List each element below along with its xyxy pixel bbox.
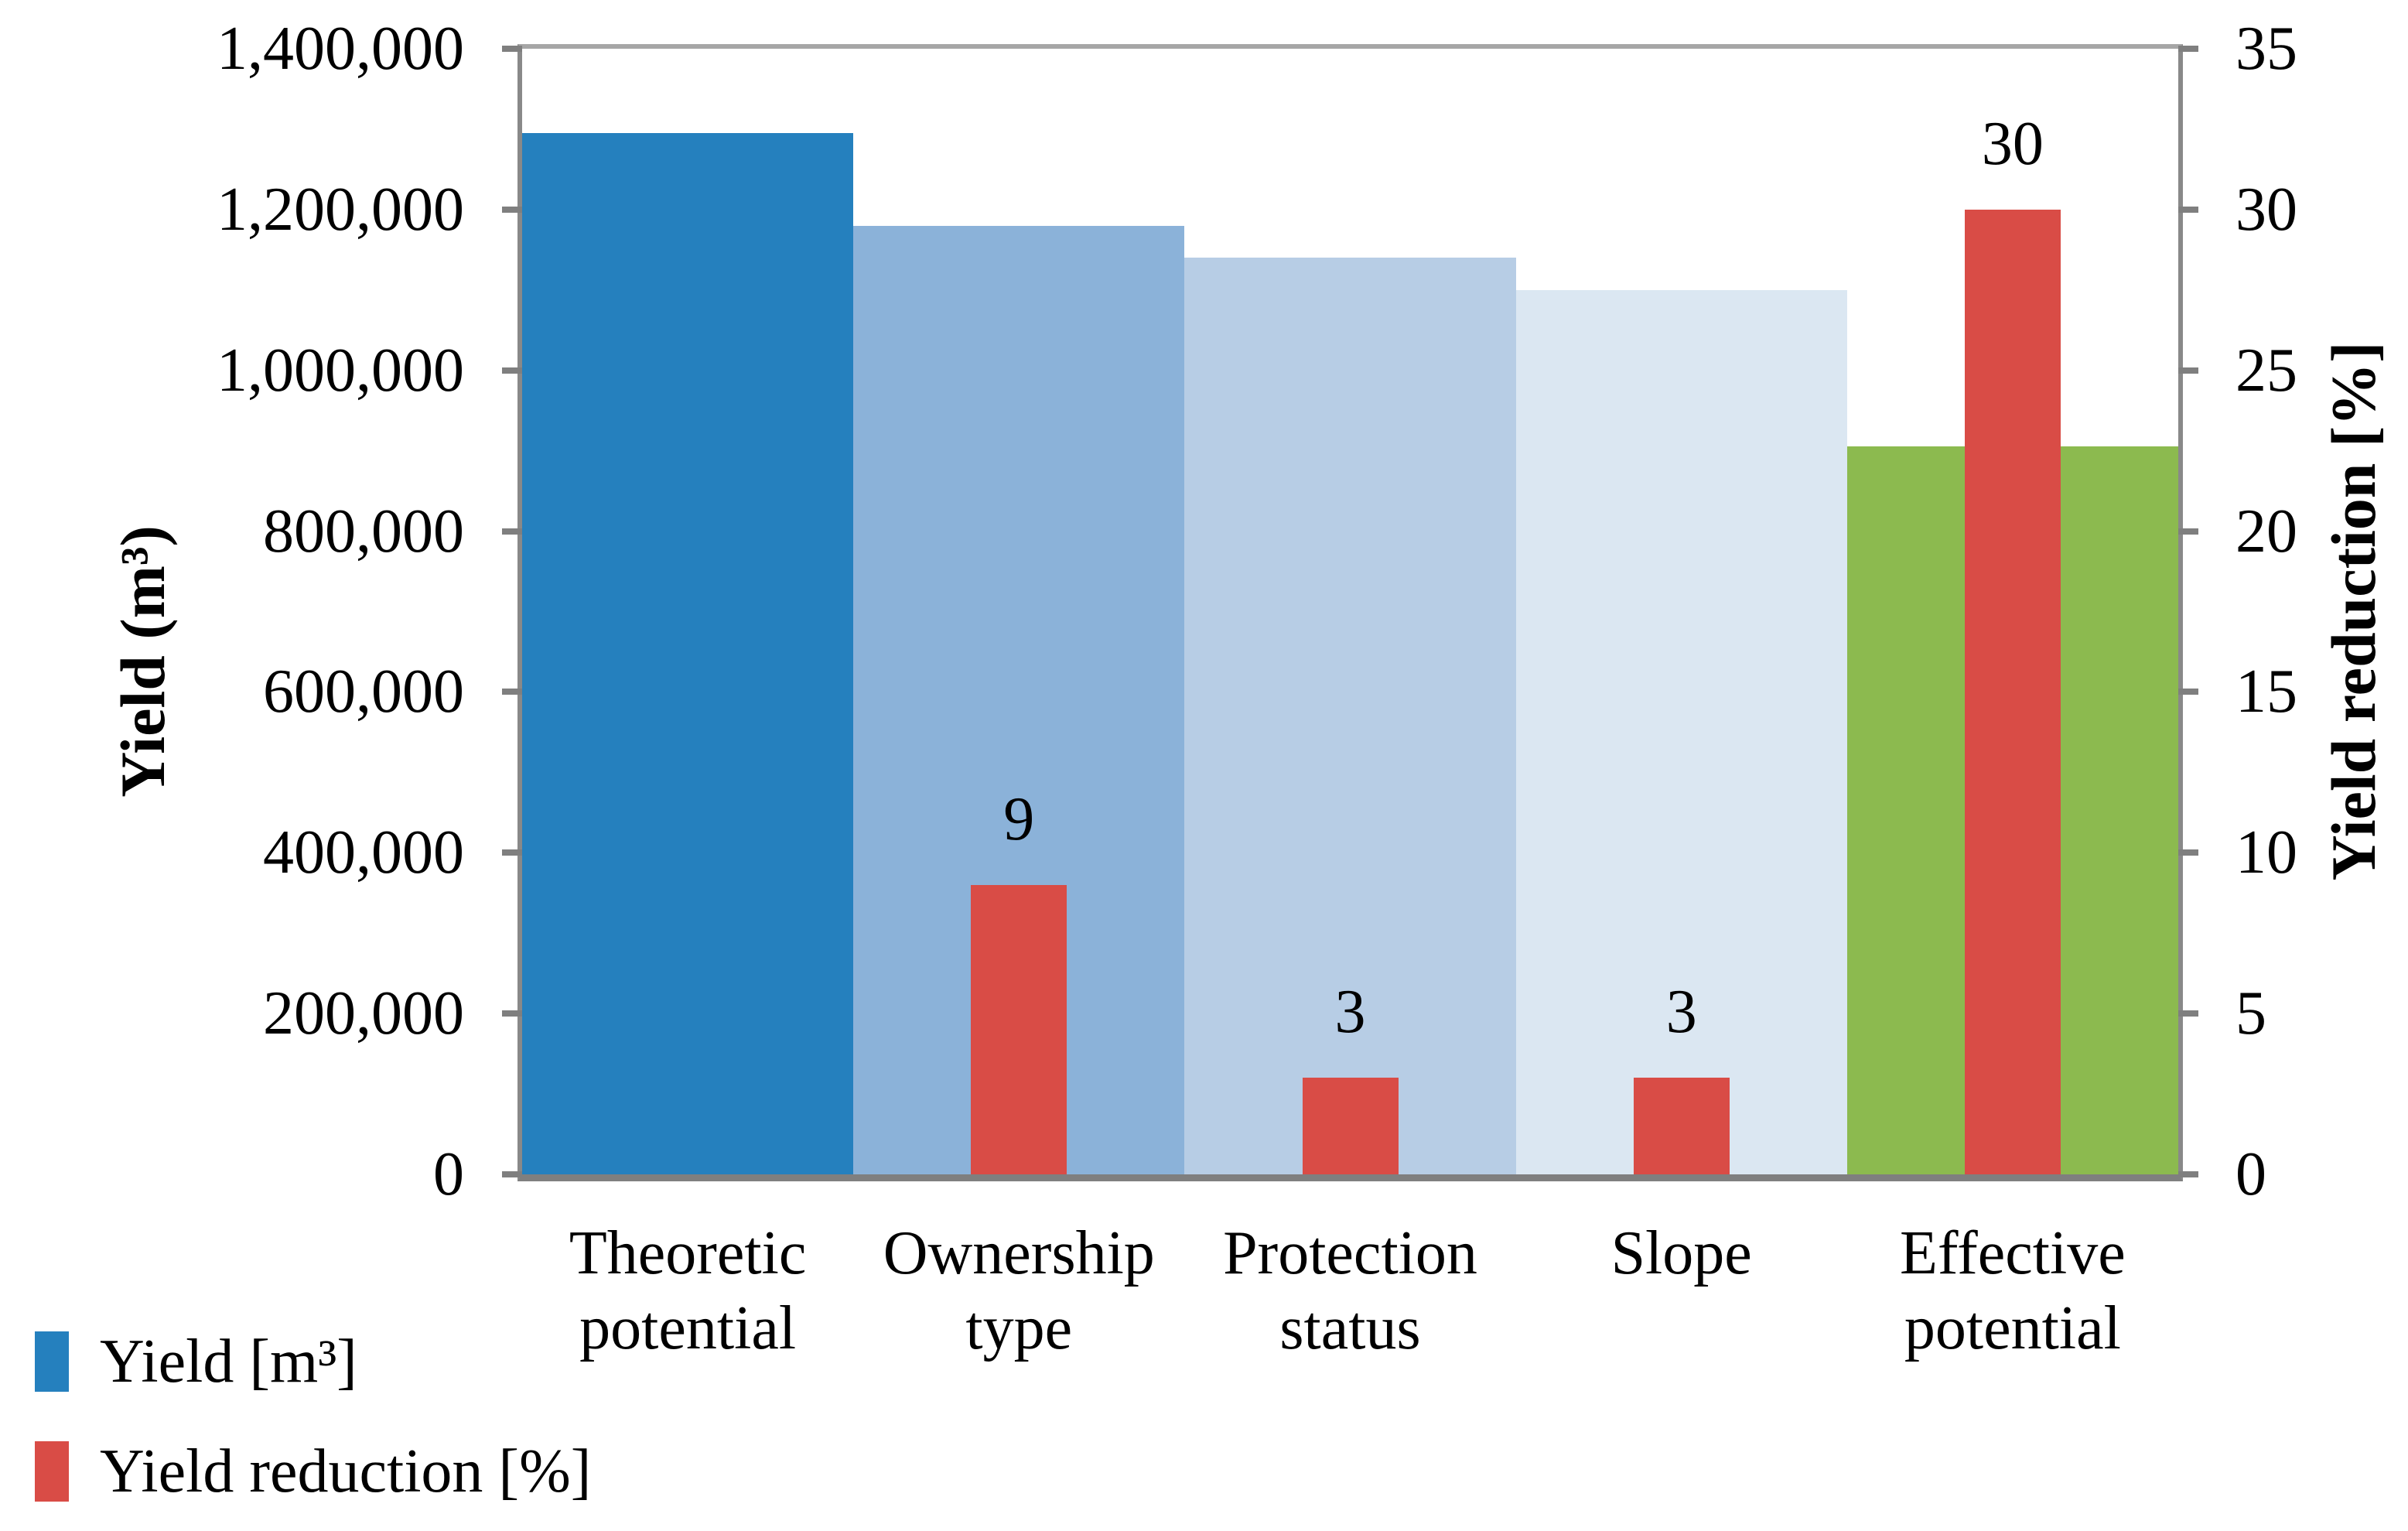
x-category-label-line: status [1279, 1294, 1421, 1362]
right-axis-title: Yield reduction [%] [2318, 341, 2389, 881]
legend-swatch-yield-icon [35, 1331, 69, 1392]
data-label-reduction-3: 3 [1665, 978, 1697, 1047]
legend-item-yield-reduction: Yield reduction [%] [35, 1434, 591, 1509]
y-axis-tick-label-left: 1,400,000 [217, 15, 464, 83]
x-category-label-2: Protection status [1184, 1216, 1515, 1366]
y-axis-tick-label-left: 1,200,000 [217, 175, 464, 244]
x-category-label-3: Slope [1516, 1216, 1847, 1291]
legend-label-yield: Yield [m³] [100, 1328, 357, 1396]
bar-yield-0 [522, 133, 854, 1174]
x-category-label-line: Slope [1610, 1219, 1752, 1287]
y-axis-tick-mark-left [502, 689, 522, 695]
x-category-label-line: Effective [1900, 1219, 2126, 1287]
data-label-reduction-1: 9 [1003, 784, 1035, 853]
y-axis-tick-label-right: 35 [2236, 15, 2297, 83]
x-category-label-line: type [965, 1294, 1073, 1362]
bar-reduction-2 [1302, 1078, 1399, 1174]
y-axis-tick-mark-right [2178, 528, 2198, 535]
y-axis-tick-label-left: 600,000 [263, 658, 464, 726]
data-label-reduction-2: 3 [1334, 978, 1366, 1047]
y-axis-tick-label-right: 30 [2236, 175, 2297, 244]
y-axis-tick-mark-left [502, 849, 522, 856]
x-category-label-line: Ownership [883, 1219, 1155, 1287]
y-axis-tick-label-right: 5 [2236, 979, 2266, 1048]
bar-reduction-3 [1633, 1078, 1730, 1174]
y-axis-tick-label-left: 400,000 [263, 818, 464, 887]
y-axis-tick-mark-left [502, 367, 522, 374]
bar-reduction-1 [971, 884, 1067, 1174]
y-axis-tick-mark-left [502, 528, 522, 535]
y-axis-tick-label-left: 800,000 [263, 497, 464, 566]
y-axis-tick-mark-left [502, 1010, 522, 1017]
y-axis-tick-label-right: 20 [2236, 497, 2297, 566]
data-label-reduction-4: 30 [1981, 109, 2044, 178]
bar-reduction-4 [1964, 209, 2061, 1174]
y-axis-tick-mark-right [2178, 1171, 2198, 1177]
y-axis-tick-label-left: 0 [433, 1140, 464, 1208]
y-axis-tick-mark-right [2178, 849, 2198, 856]
x-category-label-line: Theoretic [569, 1219, 807, 1287]
y-axis-tick-label-right: 15 [2236, 658, 2297, 726]
x-category-label-1: Ownership type [853, 1216, 1184, 1366]
y-axis-tick-mark-right [2178, 689, 2198, 695]
x-category-label-line: potential [1904, 1294, 2121, 1362]
y-axis-tick-mark-right [2178, 367, 2198, 374]
y-axis-tick-mark-left [502, 206, 522, 213]
y-axis-tick-label-right: 10 [2236, 818, 2297, 887]
y-axis-tick-mark-right [2178, 1010, 2198, 1017]
y-axis-tick-label-left: 1,000,000 [217, 336, 464, 405]
legend-swatch-yield-reduction-icon [35, 1441, 69, 1502]
y-axis-tick-mark-left [502, 1171, 522, 1177]
x-category-label-line: Protection [1223, 1219, 1477, 1287]
bar-yield-3 [1515, 289, 1847, 1174]
bar-yield-2 [1184, 258, 1516, 1174]
left-axis-title: Yield (m³) [108, 525, 178, 798]
y-axis-tick-mark-left [502, 46, 522, 52]
legend-label-yield-reduction: Yield reduction [%] [100, 1437, 592, 1505]
y-axis-tick-mark-right [2178, 46, 2198, 52]
x-category-label-0: Theoretic potential [522, 1216, 853, 1366]
y-axis-tick-mark-right [2178, 206, 2198, 213]
y-axis-tick-label-right: 25 [2236, 336, 2297, 405]
x-category-label-4: Effective potential [1847, 1216, 2178, 1366]
y-axis-tick-label-left: 200,000 [263, 979, 464, 1048]
y-axis-tick-label-right: 0 [2236, 1140, 2266, 1208]
x-category-label-line: potential [579, 1294, 797, 1362]
legend-item-yield: Yield [m³] [35, 1324, 357, 1399]
